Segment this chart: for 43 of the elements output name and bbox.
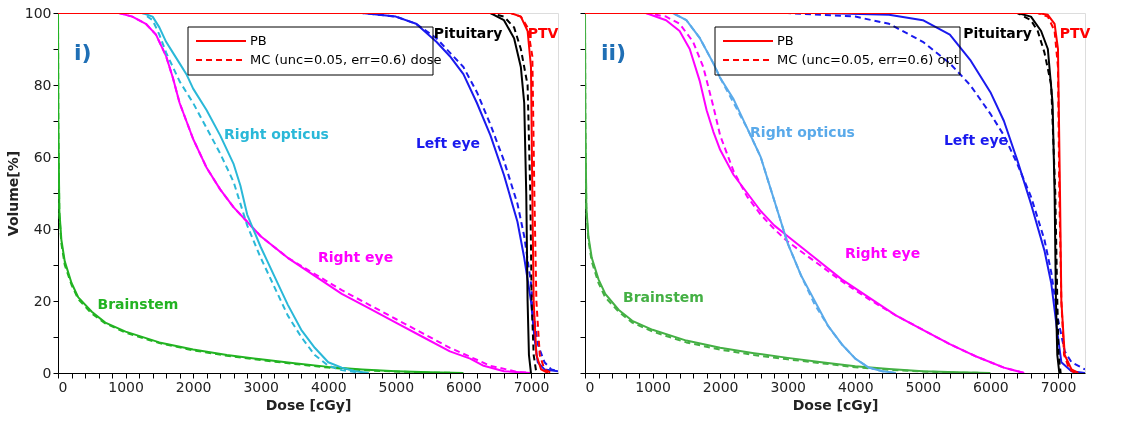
x-tick-label: 7000 (513, 378, 550, 395)
x-tick-label: 6000 (446, 378, 482, 395)
annotation: PTV (1059, 24, 1091, 41)
annotation: Right opticus (224, 126, 329, 143)
x-tick-label: 0 (58, 378, 68, 395)
annotation: Left eye (943, 132, 1009, 149)
x-tick-label: 4000 (310, 378, 347, 395)
annotation: Right eye (844, 245, 921, 262)
y-tick-label: 0 (42, 364, 52, 381)
x-tick-label: 5000 (378, 378, 415, 395)
x-tick-label: 1000 (635, 378, 671, 395)
x-tick-label: 6000 (973, 378, 1009, 395)
annotation: Pituitary (963, 24, 1032, 41)
x-axis-title: Dose [cGy] (265, 396, 352, 413)
y-tick-label: 60 (33, 148, 52, 165)
y-tick-label: 40 (33, 220, 52, 237)
annotation: PTV (527, 24, 559, 41)
y-tick-label: 20 (33, 292, 52, 309)
legend-label: MC (unc=0.05, err=0.6) opt (777, 52, 959, 67)
x-tick-label: 2000 (702, 378, 739, 395)
annotation: Right eye (317, 248, 394, 265)
x-tick-label: 7000 (1040, 378, 1077, 395)
legend-label: MC (unc=0.05, err=0.6) dose (250, 52, 442, 67)
legend-label: PB (250, 33, 267, 48)
y-tick-label: 80 (33, 76, 52, 93)
x-tick-label: 1000 (108, 378, 144, 395)
x-tick-label: 3000 (243, 378, 280, 395)
legend-label: PB (777, 33, 794, 48)
annotation: Pituitary (433, 24, 503, 41)
x-tick-label: 3000 (770, 378, 807, 395)
y-axis-title: Volume[%] (4, 150, 21, 237)
y-tick-label: 100 (24, 4, 52, 21)
annotation: Left eye (415, 135, 481, 152)
x-tick-label: 2000 (175, 378, 212, 395)
annotation: Right opticus (750, 123, 855, 140)
x-axis-title: Dose [cGy] (792, 396, 879, 413)
annotation: ii) (601, 40, 627, 65)
x-tick-label: 5000 (905, 378, 942, 395)
annotation: Brainstem (97, 295, 179, 312)
annotation: Brainstem (623, 289, 704, 306)
annotation: i) (74, 40, 92, 65)
x-tick-label: 0 (585, 378, 595, 395)
x-tick-label: 4000 (837, 378, 874, 395)
